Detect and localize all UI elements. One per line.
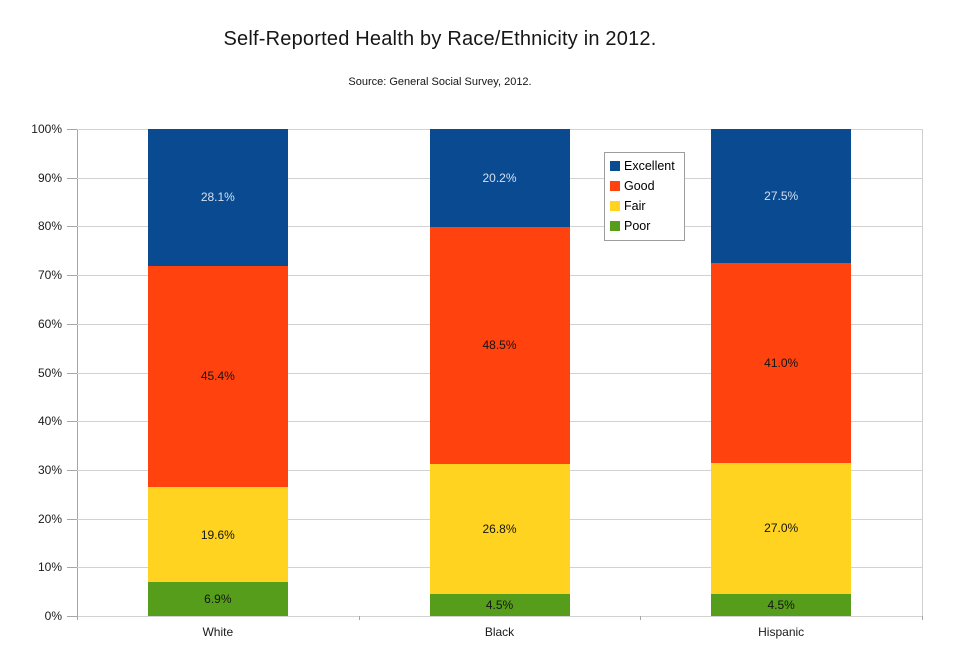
legend: Excellent Good Fair Poor: [604, 152, 685, 241]
y-axis-tick: [67, 275, 77, 277]
legend-swatch-fair: [610, 201, 620, 211]
legend-swatch-excellent: [610, 161, 620, 171]
y-axis-tick: [67, 129, 77, 130]
y-axis-tick-label: 60%: [37, 316, 62, 331]
legend-label-good: Good: [624, 179, 655, 193]
chart-subtitle: Source: General Social Survey, 2012.: [348, 76, 532, 88]
y-axis-tick: [67, 372, 77, 374]
legend-item-good: Good: [610, 176, 675, 196]
bar-segment-white-poor: [147, 582, 288, 616]
y-axis-tick: [67, 518, 77, 520]
legend-item-fair: Fair: [610, 196, 675, 216]
bar-value-label-hispanic-fair: 27.0%: [764, 521, 799, 536]
bar-segment-black-good: [429, 227, 570, 464]
bar-value-label-black-good: 48.5%: [482, 338, 517, 353]
bar-segment-black-excellent: [429, 129, 570, 228]
legend-swatch-good: [610, 181, 620, 191]
legend-swatch-poor: [610, 221, 620, 231]
y-axis-tick-label: 10%: [37, 560, 62, 575]
y-axis-tick-label: 50%: [37, 365, 62, 380]
plot-right-border: [922, 129, 923, 616]
bar-segment-white-excellent: [147, 129, 288, 266]
bar-value-label-black-poor: 4.5%: [485, 598, 514, 613]
plot-area: 0% 10% 20% 30% 40% 50% 60% 70% 80% 90% 100% 6.9% 19.…: [31, 122, 923, 639]
y-axis-tick: [67, 421, 77, 423]
bar-segment-black-fair: [429, 463, 570, 595]
y-axis-tick-label: 70%: [37, 268, 62, 283]
bar-segment-hispanic-good: [711, 262, 852, 463]
y-axis-line: [77, 129, 78, 620]
y-axis-tick-label: 0%: [44, 609, 62, 623]
y-axis-tick: [67, 616, 77, 617]
y-axis-tick-label: 20%: [37, 511, 62, 526]
y-axis-tick: [67, 567, 77, 569]
bar-value-label-white-excellent: 28.1%: [200, 190, 235, 205]
bar-value-label-black-fair: 26.8%: [482, 521, 517, 536]
y-axis-tick-label: 30%: [37, 462, 62, 477]
x-axis-tick: [640, 616, 642, 620]
y-axis-tick-label: 90%: [37, 170, 62, 185]
x-axis-label-white: White: [202, 625, 234, 639]
x-axis-tick: [77, 616, 78, 620]
legend-item-excellent: Excellent: [610, 156, 675, 176]
x-axis-label-black: Black: [484, 625, 515, 639]
y-axis-tick: [67, 226, 77, 228]
bar-segment-hispanic-poor: [711, 594, 852, 616]
legend-label-fair: Fair: [624, 199, 646, 213]
bar-value-label-black-excellent: 20.2%: [482, 171, 517, 186]
y-axis-tick-label: 100%: [31, 122, 62, 136]
x-axis-tick: [358, 616, 360, 620]
gridline: [77, 616, 922, 617]
bar-value-label-hispanic-good: 41.0%: [764, 355, 799, 370]
bar-segment-black-poor: [429, 594, 570, 616]
bar-segment-hispanic-fair: [711, 462, 852, 595]
bar-value-label-hispanic-excellent: 27.5%: [764, 188, 799, 203]
x-axis-tick: [922, 616, 923, 620]
y-axis-tick-label: 80%: [37, 219, 62, 234]
legend-label-excellent: Excellent: [624, 159, 675, 173]
chart-title: Self-Reported Health by Race/Ethnicity i…: [223, 28, 657, 50]
legend-label-poor: Poor: [624, 219, 651, 233]
bar-segment-white-fair: [147, 486, 288, 583]
bar-segment-hispanic-excellent: [711, 129, 852, 263]
bar-value-label-white-good: 45.4%: [200, 369, 235, 384]
y-axis-tick: [67, 323, 77, 325]
y-axis-tick: [67, 469, 77, 471]
bar-value-label-white-poor: 6.9%: [204, 592, 232, 607]
bar-value-label-white-fair: 19.6%: [200, 527, 235, 542]
y-axis-tick: [67, 177, 77, 179]
legend-item-poor: Poor: [610, 216, 675, 236]
y-axis-tick-label: 40%: [37, 414, 62, 429]
x-axis-label-hispanic: Hispanic: [758, 625, 805, 639]
bar-segment-white-good: [147, 265, 288, 487]
bar-value-label-hispanic-poor: 4.5%: [767, 598, 795, 613]
